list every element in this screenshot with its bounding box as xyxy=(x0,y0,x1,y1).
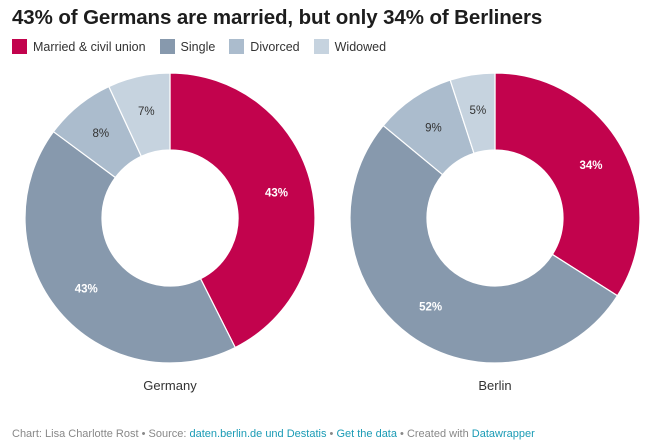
legend-item-divorced: Divorced xyxy=(229,39,300,54)
legend-swatch-divorced xyxy=(229,39,245,54)
chart-title: 43% of Germans are married, but only 34%… xyxy=(12,6,543,29)
slice-berlin-single xyxy=(349,124,619,364)
legend: Married & civil union Single Divorced Wi… xyxy=(12,39,400,54)
value-label-berlin-married-civil-union: 34% xyxy=(579,160,602,172)
legend-item-widowed: Widowed xyxy=(313,39,387,54)
slice-germany-widowed xyxy=(108,72,171,158)
legend-swatch-married xyxy=(12,39,27,54)
value-label-germany-single: 43% xyxy=(75,284,98,296)
chart-label-berlin: Berlin xyxy=(478,378,511,393)
slice-berlin-married-civil-union xyxy=(494,72,641,297)
slice-berlin-widowed xyxy=(449,72,496,155)
source-link[interactable]: daten.berlin.de und Destatis xyxy=(189,428,327,440)
legend-item-married: Married & civil union xyxy=(12,39,146,54)
footer-created-with: • Created with xyxy=(396,428,472,440)
chart-label-germany: Germany xyxy=(143,378,197,393)
legend-swatch-widowed xyxy=(313,39,329,54)
get-data-link[interactable]: Get the data xyxy=(336,428,397,440)
legend-item-single: Single xyxy=(159,39,216,54)
footer: Chart: Lisa Charlotte Rost • Source: dat… xyxy=(12,428,535,440)
legend-label-widowed: Widowed xyxy=(334,39,387,54)
footer-credit: Chart: Lisa Charlotte Rost • Source: xyxy=(12,428,190,440)
value-label-germany-widowed: 7% xyxy=(138,106,155,118)
legend-label-single: Single xyxy=(180,39,216,54)
footer-separator: • xyxy=(326,428,337,440)
donut-charts: 43% 43% 8% 7% Germany 34% 52% 9% 5% Berlin xyxy=(24,72,641,393)
slice-germany-married-civil-union xyxy=(169,72,316,349)
legend-swatch-single xyxy=(159,39,175,54)
legend-label-married: Married & civil union xyxy=(33,39,146,54)
value-label-berlin-single: 52% xyxy=(419,302,442,314)
value-label-berlin-divorced: 9% xyxy=(425,122,442,134)
value-label-germany-divorced: 8% xyxy=(92,128,109,140)
datawrapper-link[interactable]: Datawrapper xyxy=(471,428,535,440)
value-label-germany-married-civil-union: 43% xyxy=(265,188,288,200)
legend-label-divorced: Divorced xyxy=(250,39,300,54)
value-label-berlin-widowed: 5% xyxy=(470,105,487,117)
slice-germany-single xyxy=(24,130,237,364)
